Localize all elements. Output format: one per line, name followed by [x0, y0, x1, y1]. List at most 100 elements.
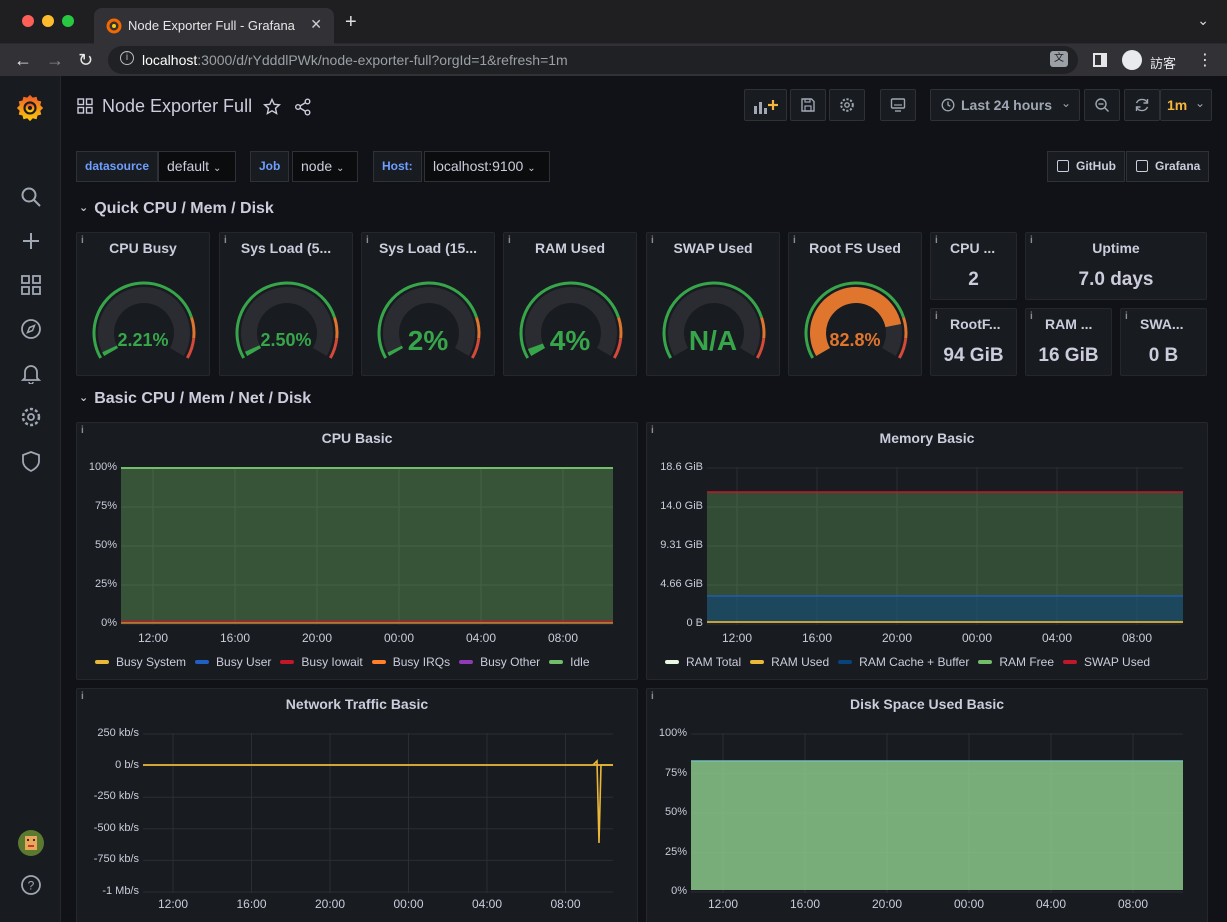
variable-select-host[interactable]: localhost:9100 ⌄	[424, 151, 550, 182]
save-dashboard-button[interactable]	[790, 89, 826, 121]
cycle-view-mode-button[interactable]	[880, 89, 916, 121]
panel-disk-space-used-basic[interactable]: i Disk Space Used Basic 100% 75% 50% 25% 0% 1…	[646, 688, 1208, 922]
info-icon[interactable]: i	[935, 311, 938, 322]
stat-panel-uptime[interactable]: i Uptime 7.0 days	[1025, 232, 1207, 300]
add-panel-button[interactable]	[744, 89, 787, 121]
panel-network-traffic-basic[interactable]: i Network Traffic Basic 250 kb/s 0 b/s -25…	[76, 688, 638, 922]
dashboard-title[interactable]: Node Exporter Full	[102, 96, 253, 116]
dashboard-settings-button[interactable]	[829, 89, 865, 121]
stat-panel-swap-total[interactable]: i SWA... 0 B	[1120, 308, 1207, 376]
gauge-panel[interactable]: i RAM Used 4%	[503, 232, 637, 376]
busy-iowait-area	[121, 620, 613, 623]
info-icon[interactable]: i	[366, 235, 369, 246]
github-link-button[interactable]: GitHub	[1047, 151, 1125, 182]
side-panel-icon[interactable]	[1093, 53, 1107, 67]
legend-label: Busy IRQs	[392, 655, 451, 669]
gauge-panel[interactable]: i Root FS Used 82.8%	[788, 232, 922, 376]
legend-item[interactable]: Busy System	[95, 655, 186, 669]
info-icon[interactable]: i	[935, 235, 938, 246]
info-icon[interactable]: i	[508, 235, 511, 246]
info-icon[interactable]: i	[1125, 311, 1128, 322]
row-quick-cpu-mem-disk[interactable]: ⌄ Quick CPU / Mem / Disk	[79, 200, 274, 218]
translate-icon[interactable]: 文	[1050, 51, 1068, 67]
legend-label: Idle	[570, 655, 590, 669]
row-title-basic: Basic CPU / Mem / Net / Disk	[94, 390, 312, 407]
site-info-icon[interactable]: i	[120, 51, 134, 65]
grafana-logo-icon[interactable]	[15, 92, 47, 124]
info-icon[interactable]: i	[81, 691, 84, 702]
info-icon[interactable]: i	[81, 425, 84, 436]
gauge-panel[interactable]: i SWAP Used N/A	[646, 232, 780, 376]
info-icon[interactable]: i	[1030, 235, 1033, 246]
browser-menu-icon[interactable]: ⋮	[1197, 52, 1213, 69]
gauge-title: SWAP Used	[673, 240, 753, 256]
info-icon[interactable]: i	[1030, 311, 1033, 322]
variable-select-job[interactable]: node ⌄	[292, 151, 358, 182]
legend-item[interactable]: Idle	[549, 655, 590, 669]
star-icon[interactable]	[263, 98, 281, 116]
gauge-value-arc	[244, 345, 262, 356]
maximize-window-button[interactable]	[62, 15, 74, 27]
legend-item[interactable]: Busy User	[195, 655, 271, 669]
create-plus-icon[interactable]	[20, 230, 42, 252]
search-icon[interactable]	[20, 186, 42, 208]
gauge-value: 2%	[407, 325, 449, 356]
y-tick-label: 9.31 GiB	[660, 539, 703, 551]
x-tick-label: 08:00	[547, 631, 579, 645]
forward-arrow-icon[interactable]: →	[46, 50, 64, 70]
address-bar[interactable]: i localhost:3000/d/rYdddlPWk/node-export…	[108, 46, 1078, 74]
close-window-button[interactable]	[22, 15, 34, 27]
reload-icon[interactable]: ↻	[78, 50, 94, 70]
legend-item[interactable]: Busy Other	[459, 655, 540, 669]
help-icon[interactable]: ?	[20, 874, 42, 896]
explore-compass-icon[interactable]	[20, 318, 42, 340]
y-tick-label: -500 kb/s	[93, 821, 139, 834]
stat-panel-cpu-cores[interactable]: i CPU ... 2	[930, 232, 1017, 300]
legend-item[interactable]: RAM Total	[665, 655, 741, 669]
legend-item[interactable]: RAM Cache + Buffer	[838, 655, 969, 669]
tab-search-icon[interactable]: ⌄	[1197, 12, 1209, 28]
panel-memory-basic[interactable]: i Memory Basic RAM Total RAM Used RAM Cach…	[646, 422, 1208, 680]
legend-label: RAM Free	[999, 655, 1055, 669]
share-icon[interactable]	[294, 98, 312, 116]
info-icon[interactable]: i	[81, 235, 84, 246]
gauge-value: 2.21%	[117, 330, 169, 350]
legend-item[interactable]: Busy Iowait	[280, 655, 363, 669]
legend-item[interactable]: RAM Free	[978, 655, 1054, 669]
browser-tab[interactable]: Node Exporter Full - Grafana ✕	[94, 8, 334, 44]
grafana-link-button[interactable]: Grafana	[1126, 151, 1210, 182]
info-icon[interactable]: i	[224, 235, 227, 246]
new-tab-button[interactable]: +	[345, 11, 357, 33]
profile-button[interactable]: 訪客	[1118, 47, 1188, 73]
info-icon[interactable]: i	[651, 235, 654, 246]
refresh-button[interactable]	[1124, 89, 1160, 121]
time-range-picker[interactable]: Last 24 hours ⌄	[930, 89, 1080, 121]
y-tick-label: -1 Mb/s	[102, 885, 139, 897]
gauge-panel[interactable]: i Sys Load (5... 2.50%	[219, 232, 353, 376]
variable-select-datasource[interactable]: default ⌄	[158, 151, 236, 182]
stat-panel-rootfs-total[interactable]: i RootF... 94 GiB	[930, 308, 1017, 376]
info-icon[interactable]: i	[793, 235, 796, 246]
row-basic-cpu-mem-net-disk[interactable]: ⌄ Basic CPU / Mem / Net / Disk	[79, 390, 311, 408]
configuration-gear-icon[interactable]	[20, 406, 42, 428]
monitor-icon	[890, 98, 906, 112]
back-arrow-icon[interactable]: ←	[14, 50, 32, 70]
legend-item[interactable]: Busy IRQs	[371, 655, 451, 669]
panel-cpu-basic[interactable]: i CPU Basic Busy System Busy User Busy Iow…	[76, 422, 638, 680]
server-admin-shield-icon[interactable]	[20, 450, 42, 473]
gauge-value-arc	[102, 345, 119, 356]
gauge-panel[interactable]: i Sys Load (15... 2%	[361, 232, 495, 376]
gauge-panel[interactable]: i CPU Busy 2.21%	[76, 232, 210, 376]
user-avatar[interactable]	[18, 830, 44, 856]
stat-panel-ram-total[interactable]: i RAM ... 16 GiB	[1025, 308, 1112, 376]
dashboards-icon[interactable]	[20, 274, 42, 296]
close-tab-icon[interactable]: ✕	[310, 16, 322, 32]
minimize-window-button[interactable]	[42, 15, 54, 27]
legend-item[interactable]: RAM Used	[750, 655, 829, 669]
info-icon[interactable]: i	[651, 425, 654, 436]
info-icon[interactable]: i	[651, 691, 654, 702]
zoom-out-button[interactable]	[1084, 89, 1120, 121]
alerting-bell-icon[interactable]	[20, 362, 42, 385]
refresh-interval-picker[interactable]: 1m ⌄	[1160, 89, 1212, 121]
legend-item[interactable]: SWAP Used	[1063, 655, 1150, 669]
